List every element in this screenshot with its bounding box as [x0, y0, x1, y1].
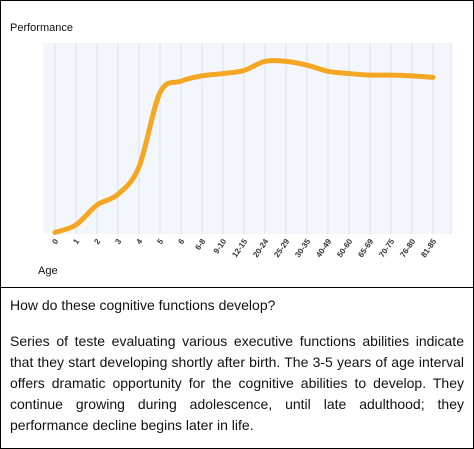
- y-axis-label: Performance: [10, 22, 73, 34]
- x-tick-label: 12-15: [230, 237, 249, 259]
- x-axis-label: Age: [38, 265, 58, 277]
- x-tick-label: 20-24: [251, 237, 270, 259]
- description-paragraph: Series of teste evaluating various execu…: [10, 333, 464, 433]
- x-tick-label: 70-75: [377, 237, 396, 259]
- x-tick-label: 81-85: [419, 237, 438, 259]
- x-tick-label: 30-35: [293, 237, 312, 259]
- performance-chart: 0 1 2 3 4 5 6 6-8 9-10 12-15 20-24 25-29 30-35 40-49 5…: [43, 43, 452, 259]
- x-tick-label: 65-69: [356, 237, 375, 259]
- x-tick-label: 4: [134, 237, 144, 246]
- x-tick-label: 0: [50, 237, 60, 246]
- x-tick-label: 5: [155, 237, 165, 246]
- x-tick-label: 50-60: [335, 237, 354, 259]
- series-line: [52, 57, 436, 235]
- divider: [1, 287, 473, 288]
- question-heading: How do these cognitive functions develop…: [10, 297, 276, 313]
- chart-area: 0 1 2 3 4 5 6 6-8 9-10 12-15 20-24 25-29 30-35 40-49 5…: [1, 1, 473, 287]
- x-tick-label: 25-29: [272, 237, 291, 259]
- x-tick-label: 3: [113, 237, 123, 246]
- x-tick-label: 76-80: [398, 237, 417, 259]
- x-tick-label: 2: [92, 237, 102, 246]
- x-tick-label: 40-49: [314, 237, 333, 259]
- x-tick-label: 6: [176, 237, 186, 246]
- x-tick-label: 1: [71, 237, 81, 246]
- x-tick-label: 9-10: [212, 237, 229, 256]
- x-tick-label: 6-8: [193, 237, 207, 252]
